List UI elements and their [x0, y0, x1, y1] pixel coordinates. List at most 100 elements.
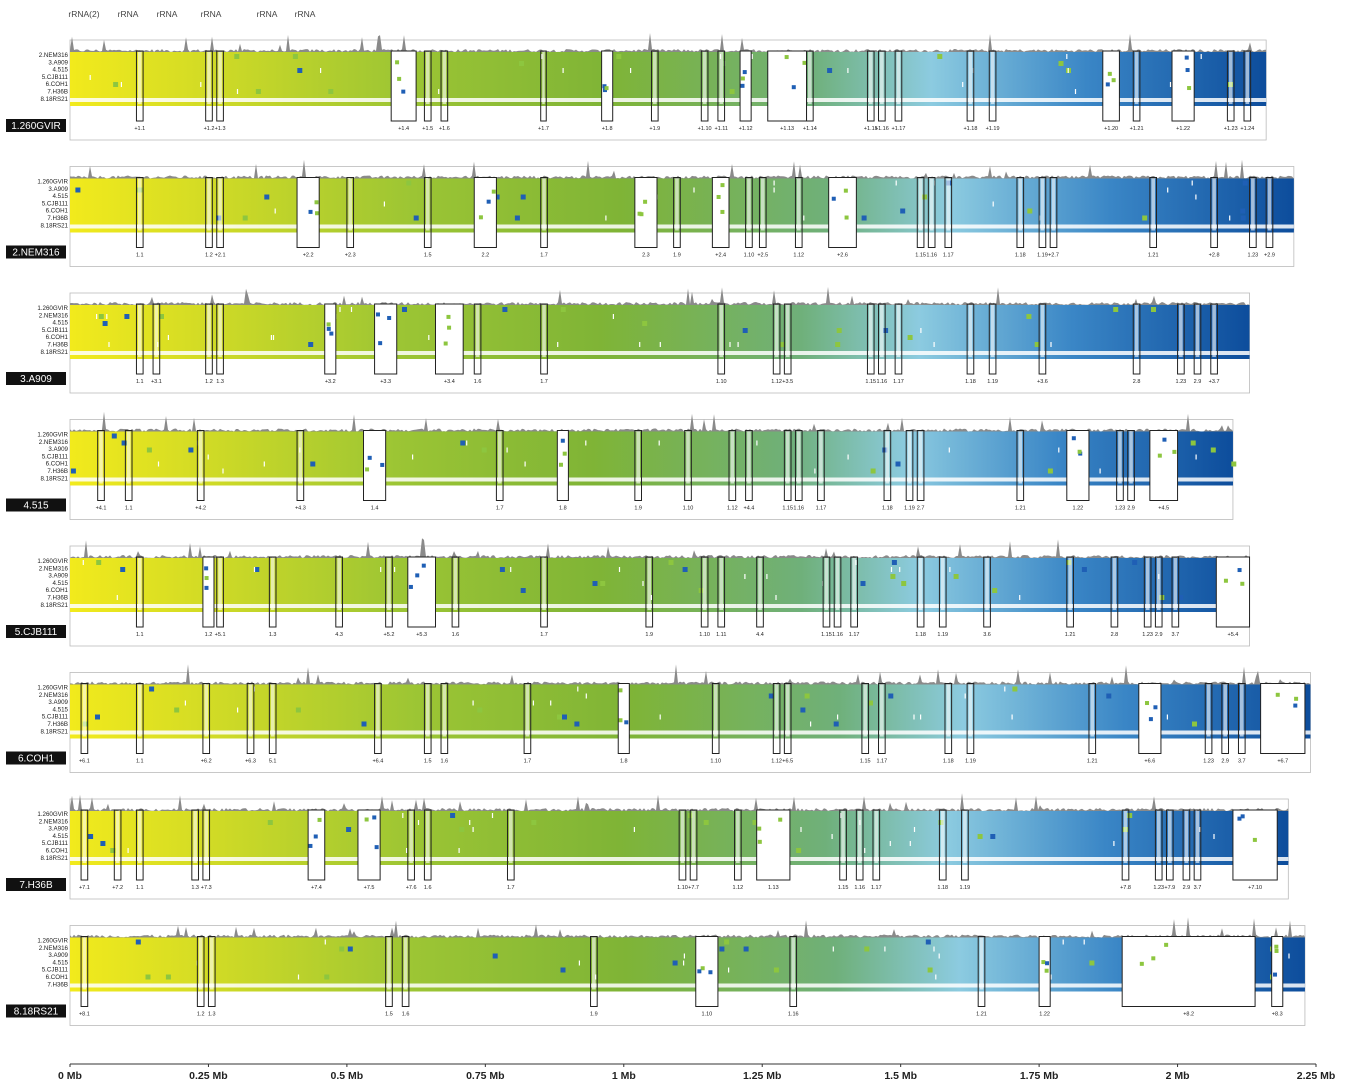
variant-mark — [1062, 939, 1064, 945]
island-gap — [137, 52, 142, 104]
island-box — [878, 683, 886, 754]
variant-mark — [102, 321, 108, 326]
island-box — [961, 809, 969, 881]
self-track — [70, 481, 1233, 486]
comparison-heatmap — [70, 684, 1311, 737]
island-box — [540, 556, 548, 628]
island-gap — [1195, 811, 1200, 863]
island-box — [296, 177, 320, 248]
genomic-island: 1.19 — [1037, 177, 1048, 259]
variant-mark — [466, 440, 468, 446]
genomic-island: 1.15 — [915, 177, 926, 259]
genomic-island: 1.23 — [1248, 177, 1258, 259]
variant-mark — [75, 187, 81, 193]
genomic-island: +7.2 — [112, 809, 123, 891]
island-fragment — [757, 839, 762, 844]
variant-mark — [800, 707, 806, 713]
island-gap — [979, 937, 984, 990]
island-fragment — [415, 573, 420, 578]
island-box — [872, 809, 881, 881]
genomic-island: 1.8 — [617, 683, 630, 765]
genomic-island: +2.9 — [1264, 177, 1275, 259]
island-gap — [940, 558, 945, 610]
variant-mark — [585, 693, 587, 699]
island-fragment — [643, 199, 648, 204]
genomic-island: +1.5 — [422, 50, 433, 132]
island-box — [966, 303, 975, 375]
variant-mark — [253, 567, 256, 572]
island-box — [191, 809, 199, 881]
variant-mark — [840, 813, 842, 818]
island-fragment — [314, 200, 319, 205]
variant-mark — [810, 721, 812, 727]
genomic-island: +1.18 — [963, 50, 977, 132]
island-box — [794, 177, 803, 248]
island-gap — [756, 810, 790, 870]
island-box — [839, 809, 847, 881]
variant-mark — [1195, 454, 1197, 460]
variant-mark — [1190, 440, 1196, 446]
island-box — [717, 303, 726, 375]
variant-mark — [120, 567, 126, 572]
island-label: +3.6 — [1037, 379, 1048, 385]
genomic-island: 1.6 — [452, 556, 459, 638]
variant-mark — [157, 461, 160, 467]
variant-mark — [752, 820, 758, 825]
variant-mark — [766, 574, 768, 579]
island-box — [135, 683, 144, 754]
comparison-heatmap — [70, 937, 1305, 990]
island-label: +1.8 — [602, 126, 613, 132]
variant-mark — [658, 440, 660, 446]
island-box — [1171, 556, 1180, 628]
genomic-island: 1.6 — [424, 809, 432, 891]
island-gap — [758, 558, 762, 610]
island-gap — [885, 431, 890, 484]
island-fragment — [378, 341, 383, 346]
row-separator — [70, 98, 1267, 102]
island-gap — [1212, 178, 1216, 231]
variant-mark — [320, 68, 322, 73]
island-label: +2.7 — [1048, 253, 1059, 259]
genomic-island: 1.10 — [683, 430, 693, 512]
island-box — [1210, 303, 1218, 375]
genomic-island: 1.12 — [771, 683, 782, 765]
genomic-island: +7.7 — [688, 809, 699, 891]
island-label: +8.2 — [1183, 1012, 1194, 1018]
island-gap — [137, 558, 142, 610]
island-label: 1.3 — [191, 885, 199, 891]
island-label: 1.6 — [424, 885, 432, 891]
genomic-island: +6.3 — [245, 683, 256, 765]
variant-mark — [659, 342, 661, 347]
island-gap — [592, 937, 596, 990]
row-label: 3.A909 — [48, 952, 68, 959]
island-label: 1.19 — [904, 506, 915, 512]
island-gap — [218, 305, 222, 357]
variant-mark — [562, 68, 564, 73]
island-label: 1.17 — [849, 632, 860, 638]
genomic-island: 1.23 — [1153, 809, 1164, 891]
variant-mark — [222, 468, 224, 474]
island-gap — [990, 305, 995, 357]
genomic-island: +6.4 — [372, 683, 383, 765]
variant-mark — [472, 827, 474, 832]
island-box — [1016, 177, 1025, 248]
island-label: +7.1 — [79, 885, 90, 891]
island-label: 1.15 — [782, 506, 793, 512]
variant-mark — [412, 454, 414, 460]
island-fragment — [697, 969, 702, 974]
variant-mark — [428, 335, 430, 340]
row-label: 3.A909 — [48, 699, 68, 706]
genomic-island: 1.12 — [771, 303, 782, 385]
row-label: 4.515 — [53, 320, 69, 327]
island-box — [216, 303, 224, 375]
variant-mark — [884, 946, 886, 952]
variant-mark — [339, 946, 345, 952]
island-label: 1.10 — [699, 632, 710, 638]
genomic-island: 1.7 — [540, 303, 548, 385]
island-label: 1.16 — [788, 1012, 799, 1018]
variant-mark — [146, 447, 152, 453]
island-fragment — [1240, 814, 1245, 819]
genome-label: 8.18RS21 — [14, 1007, 59, 1018]
island-fragment — [1273, 972, 1278, 977]
island-box — [307, 809, 326, 881]
